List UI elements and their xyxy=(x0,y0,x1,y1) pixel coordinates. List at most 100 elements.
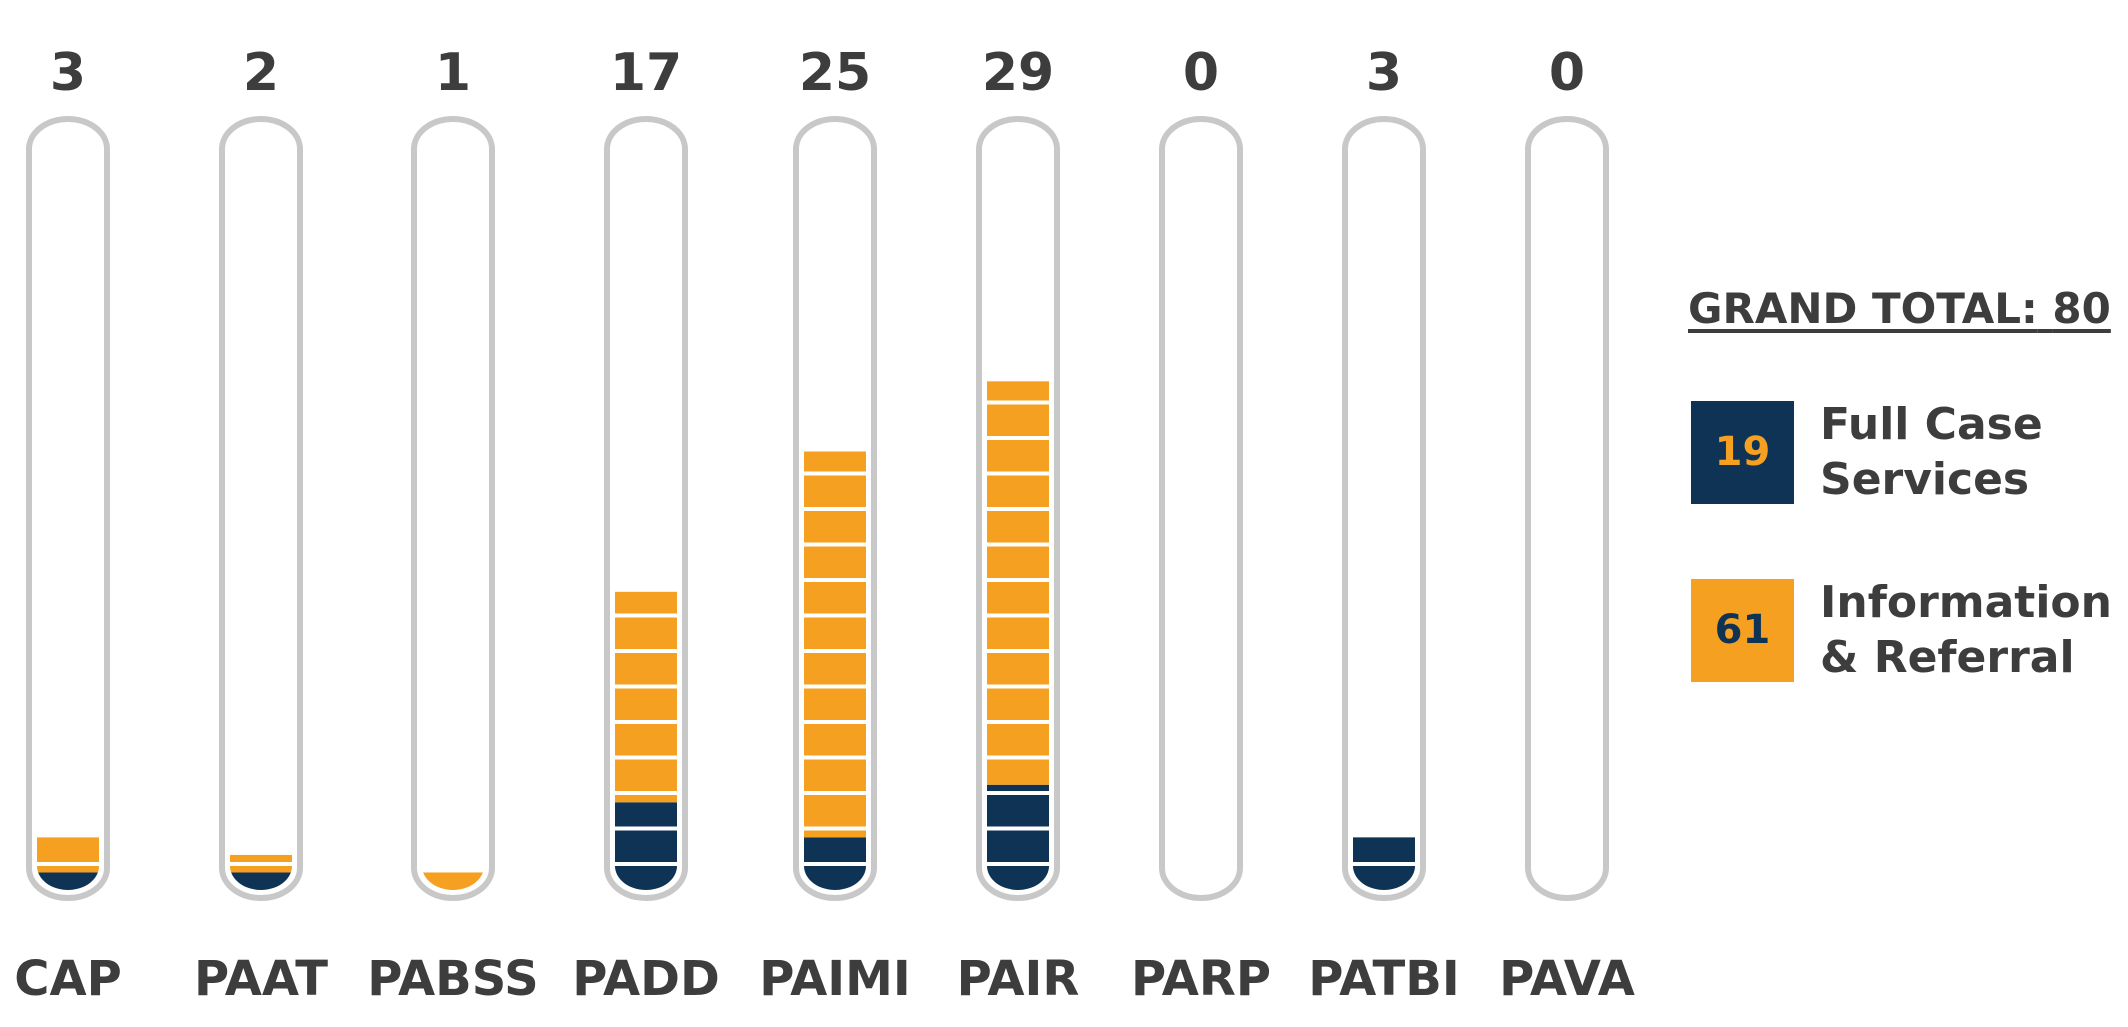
stripe xyxy=(1170,755,1232,760)
stripe xyxy=(615,613,677,618)
stripe xyxy=(804,649,866,653)
stripe xyxy=(1536,862,1598,866)
stripe xyxy=(230,436,292,440)
stripe xyxy=(804,329,866,334)
stripe xyxy=(37,152,99,156)
category-label: PATBI xyxy=(1308,951,1459,1007)
stripe xyxy=(804,400,866,405)
stripe xyxy=(1170,258,1232,263)
stripe xyxy=(1536,542,1598,547)
stripe xyxy=(422,365,484,369)
total-label: 29 xyxy=(982,43,1054,103)
total-label: 0 xyxy=(1183,43,1219,103)
stripe xyxy=(37,365,99,369)
stripe xyxy=(804,578,866,582)
stripe xyxy=(804,436,866,440)
stripe xyxy=(1170,613,1232,618)
category-label: PARP xyxy=(1131,951,1271,1007)
stripe xyxy=(804,187,866,192)
stripe xyxy=(230,542,292,547)
stripe xyxy=(615,542,677,547)
stripe xyxy=(230,400,292,405)
stripe xyxy=(37,187,99,192)
stripe xyxy=(230,294,292,298)
stripe xyxy=(987,578,1049,582)
stripe xyxy=(1353,471,1415,476)
stripe xyxy=(1536,223,1598,227)
stripe xyxy=(1353,720,1415,724)
stripe xyxy=(230,152,292,156)
stripe xyxy=(1536,187,1598,192)
stripe xyxy=(615,471,677,476)
stripe xyxy=(37,294,99,298)
stripe xyxy=(1170,649,1232,653)
stripe xyxy=(1353,542,1415,547)
stripe xyxy=(1536,684,1598,689)
stripe xyxy=(37,862,99,866)
stripe xyxy=(615,294,677,298)
stripe xyxy=(230,720,292,724)
stripe xyxy=(230,826,292,831)
stripe xyxy=(615,649,677,653)
stripe xyxy=(615,578,677,582)
stripe xyxy=(1353,613,1415,618)
stripe xyxy=(1353,365,1415,369)
category-label: PAVA xyxy=(1499,951,1635,1007)
stripe xyxy=(1353,152,1415,156)
stripe xyxy=(1536,613,1598,618)
stripe xyxy=(1170,329,1232,334)
stripe xyxy=(1170,436,1232,440)
stripe xyxy=(422,720,484,724)
stripe xyxy=(987,471,1049,476)
stripe xyxy=(1353,223,1415,227)
stripe xyxy=(37,720,99,724)
stripe xyxy=(987,294,1049,298)
category-label: PAIR xyxy=(957,951,1080,1007)
stripe xyxy=(804,223,866,227)
stripe xyxy=(1170,862,1232,866)
stripe xyxy=(1170,294,1232,298)
stripe xyxy=(987,152,1049,156)
stripe xyxy=(1170,365,1232,369)
stripe xyxy=(804,507,866,511)
stripe xyxy=(37,223,99,227)
stripe xyxy=(1536,436,1598,440)
tube-fill xyxy=(1353,152,1415,890)
stripe xyxy=(804,258,866,263)
legend-label: Information & Referral xyxy=(1820,577,2112,683)
stripe xyxy=(987,365,1049,369)
stripe xyxy=(1536,791,1598,795)
stripe xyxy=(422,613,484,618)
stripe xyxy=(615,791,677,795)
stripe xyxy=(615,862,677,866)
stripe xyxy=(422,152,484,156)
segment xyxy=(37,872,99,890)
stripe xyxy=(987,791,1049,795)
stripe xyxy=(615,684,677,689)
stripe xyxy=(987,613,1049,618)
stripe xyxy=(422,826,484,831)
stripe xyxy=(1170,542,1232,547)
grand-total-label: GRAND TOTAL: xyxy=(1688,284,2038,333)
stripe xyxy=(37,649,99,653)
stripe xyxy=(615,755,677,760)
stripe xyxy=(422,791,484,795)
stripe xyxy=(37,400,99,405)
legend-swatch: 61 xyxy=(1691,578,1794,682)
total-label: 17 xyxy=(610,43,682,103)
stripe xyxy=(37,436,99,440)
total-label: 0 xyxy=(1549,43,1585,103)
tube-fill xyxy=(804,152,866,890)
stripe xyxy=(1536,258,1598,263)
stripe xyxy=(1353,791,1415,795)
stripe xyxy=(37,613,99,618)
stripe xyxy=(1353,329,1415,334)
total-label: 2 xyxy=(243,43,279,103)
stripe xyxy=(615,826,677,831)
segment xyxy=(422,872,484,890)
category-label: CAP xyxy=(14,951,122,1007)
stripe xyxy=(1536,329,1598,334)
tube-fill xyxy=(230,152,292,890)
